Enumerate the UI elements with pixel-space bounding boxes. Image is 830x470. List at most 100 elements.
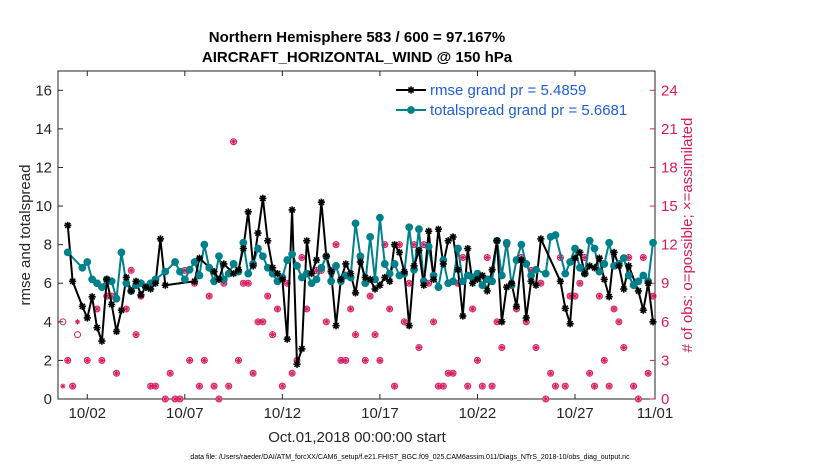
obs-possible-marker <box>464 382 472 390</box>
rmse-point-stroke <box>527 278 535 285</box>
rmse-point <box>327 268 335 276</box>
rmse-point-stroke <box>620 285 627 293</box>
rmse-point-stroke <box>230 270 237 277</box>
obs-possible-marker <box>400 318 408 326</box>
obs-assimilated-marker <box>548 370 554 376</box>
rmse-point <box>468 279 477 287</box>
obs-assimilated-marker <box>391 383 398 389</box>
obs-assimilated-stroke <box>348 306 353 312</box>
obs-possible-marker <box>74 331 82 339</box>
obs-assimilated-marker <box>206 293 212 299</box>
y-right-tick-label: 3 <box>661 352 669 369</box>
obs-assimilated-stroke <box>85 358 90 363</box>
rmse-point <box>376 281 384 289</box>
obs-assimilated-marker <box>450 370 456 376</box>
rmse-point <box>371 285 379 293</box>
rmse-point <box>108 300 116 309</box>
totalspread-point <box>566 258 575 266</box>
rmse-point-stroke <box>440 260 447 268</box>
rmse-point <box>561 304 569 312</box>
obs-assimilated-stroke <box>241 281 246 286</box>
obs-assimilated-stroke <box>485 255 490 260</box>
rmse-point-stroke <box>576 249 584 256</box>
obs-assimilated-marker <box>162 396 168 402</box>
obs-possible-marker <box>132 331 140 339</box>
rmse-point <box>522 314 530 322</box>
rmse-point <box>410 262 418 270</box>
obs-assimilated-stroke <box>75 319 80 324</box>
obs-assimilated-stroke <box>338 358 344 363</box>
obs-assimilated-marker <box>435 383 442 389</box>
rmse-point <box>395 248 404 256</box>
obs-assimilated-stroke <box>94 306 100 312</box>
rmse-point-stroke <box>284 336 291 343</box>
totalspread-point <box>385 269 394 278</box>
rmse-point-stroke <box>532 282 540 289</box>
rmse-point <box>161 281 169 289</box>
obs-assimilated-stroke <box>333 242 339 247</box>
obs-assimilated-marker <box>152 383 159 389</box>
obs-possible-marker <box>59 318 67 326</box>
totalspread-point <box>97 283 106 291</box>
rmse-point <box>332 322 340 330</box>
obs-assimilated-stroke <box>465 383 470 389</box>
rmse-point-stroke <box>508 280 515 287</box>
rmse-point <box>103 275 111 283</box>
rmse-point-stroke <box>191 278 198 285</box>
obs-assimilated-marker <box>240 280 246 286</box>
legend-spread-dot <box>407 106 415 114</box>
rmse-point-stroke <box>293 361 301 368</box>
obs-assimilated-stroke <box>299 255 305 260</box>
obs-assimilated-marker <box>167 370 173 376</box>
y-left-tick-label: 6 <box>44 275 52 292</box>
rmse-point <box>337 275 345 283</box>
rmse-point-stroke <box>79 303 86 310</box>
rmse-point-stroke <box>449 233 457 241</box>
rmse-point-stroke <box>371 285 379 293</box>
rmse-point-stroke <box>445 237 452 244</box>
obs-assimilated-marker <box>430 319 437 325</box>
obs-assimilated-marker <box>645 370 651 376</box>
rmse-point <box>625 262 633 270</box>
obs-assimilated-stroke <box>377 358 383 363</box>
obs-assimilated-stroke <box>163 396 168 402</box>
obs-assimilated-stroke <box>533 345 539 350</box>
rmse-point-stroke <box>625 262 632 270</box>
legend-spread-label: totalspread grand pr = 5.6681 <box>430 102 627 119</box>
rmse-point <box>234 266 243 274</box>
obs-assimilated-marker <box>474 357 481 364</box>
obs-possible-marker <box>269 331 277 339</box>
obs-assimilated-marker <box>65 357 71 364</box>
obs-assimilated-stroke <box>470 306 475 312</box>
data-file-footnote: data file: /Users/raeder/DAI/ATM_forcXX/… <box>190 454 630 461</box>
obs-assimilated-marker <box>406 280 412 286</box>
totalspread-point <box>112 294 121 303</box>
rmse-point-stroke <box>649 318 657 325</box>
rmse-point-stroke <box>566 320 574 327</box>
obs-assimilated-stroke <box>494 319 500 324</box>
obs-possible-marker <box>69 382 77 390</box>
obs-assimilated-marker <box>172 396 178 402</box>
rmse-point <box>151 279 160 287</box>
obs-possible-marker <box>225 382 233 390</box>
obs-assimilated-stroke <box>460 255 466 260</box>
obs-possible-marker <box>547 369 555 377</box>
rmse-point-stroke <box>98 337 106 345</box>
rmse-point-stroke <box>537 235 545 243</box>
rmse-point <box>620 285 628 293</box>
obs-assimilated-marker <box>84 357 90 364</box>
rmse-point-stroke <box>342 260 349 268</box>
rmse-point <box>571 254 579 262</box>
totalspread-point <box>571 244 579 253</box>
obs-possible-marker <box>322 318 330 326</box>
obs-assimilated-stroke <box>572 293 578 299</box>
rmse-point <box>610 248 618 256</box>
rmse-point <box>322 252 330 260</box>
x-tick-label: 10/27 <box>556 405 594 422</box>
obs-assimilated-stroke <box>128 268 134 273</box>
x-tick-label: 10/12 <box>264 405 302 422</box>
rmse-point <box>220 260 228 268</box>
totalspread-point <box>312 275 321 284</box>
obs-assimilated-stroke <box>343 358 348 363</box>
obs-assimilated-stroke <box>65 358 70 363</box>
